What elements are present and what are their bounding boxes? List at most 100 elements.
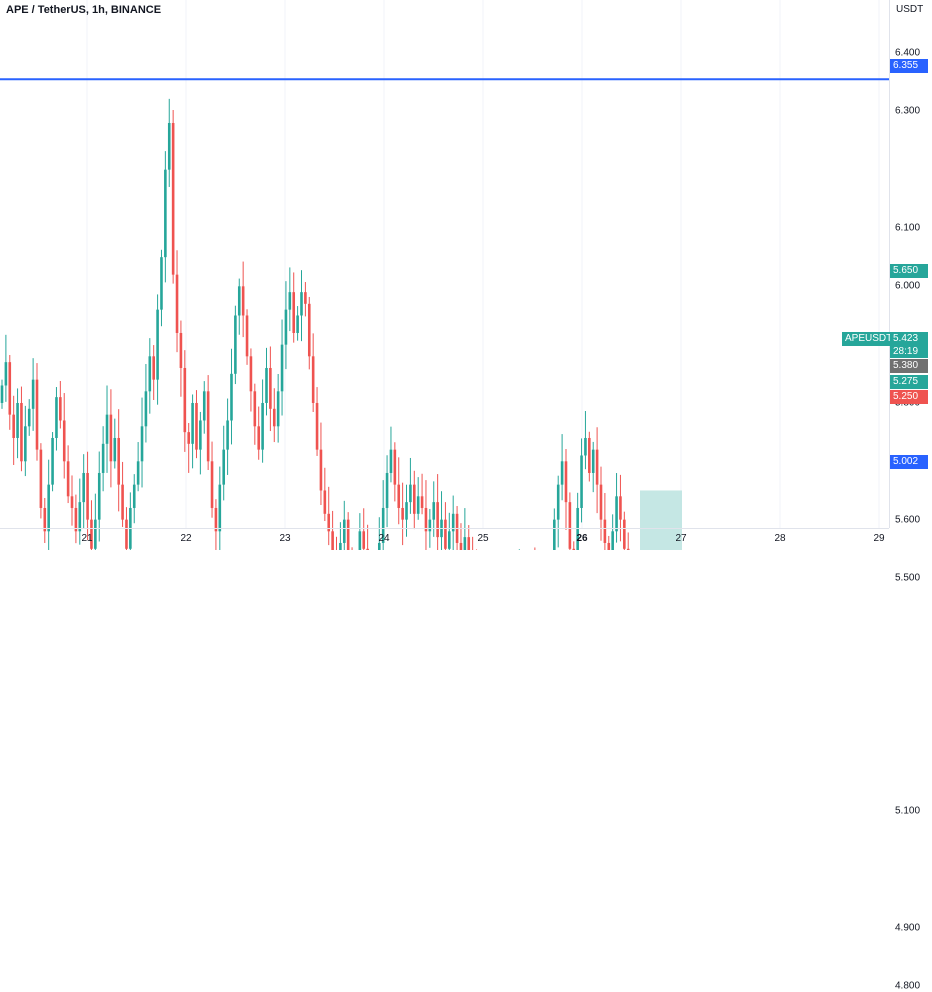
candle-body <box>343 520 346 543</box>
candle-body <box>390 450 393 473</box>
candle-body <box>300 292 303 315</box>
candle-body <box>588 438 591 473</box>
candlestick-chart[interactable] <box>0 0 932 550</box>
price-tick: 5.100 <box>895 806 920 817</box>
candle-body <box>316 403 319 450</box>
candle-body <box>580 455 583 507</box>
candle-body <box>432 502 435 519</box>
candle-body <box>557 485 560 520</box>
resistance-price-label: 6.355 <box>890 59 928 73</box>
candle-body <box>304 292 307 304</box>
entry-price-label: 5.275 <box>890 375 928 389</box>
candle-body <box>397 485 400 508</box>
candle-body <box>436 502 439 537</box>
candle-body <box>113 438 116 461</box>
candle-body <box>386 473 389 508</box>
candle-body <box>600 485 603 520</box>
candle-body <box>324 490 327 513</box>
candle-body <box>125 520 128 549</box>
time-tick: 21 <box>81 533 92 544</box>
candle-body <box>78 502 81 531</box>
candle-body <box>156 310 159 380</box>
candle-body <box>40 450 43 508</box>
candle-body <box>20 403 23 461</box>
candle-body <box>405 502 408 519</box>
candle-body <box>331 531 334 550</box>
candle-body <box>207 391 210 461</box>
candle-body <box>238 286 241 315</box>
candle-body <box>106 415 109 444</box>
candle-body <box>289 292 292 309</box>
candle-body <box>117 438 120 485</box>
candle-body <box>102 444 105 473</box>
candle-body <box>464 537 467 550</box>
candle-body <box>467 537 470 550</box>
candle-body <box>281 345 284 392</box>
candle-body <box>219 485 222 532</box>
candle-body <box>623 520 626 549</box>
price-tick: 4.800 <box>895 981 920 992</box>
time-tick: 22 <box>180 533 191 544</box>
price-tick: 4.900 <box>895 922 920 933</box>
stop-price-label: 5.250 <box>890 390 928 404</box>
symbol-label: APEUSDT <box>842 332 895 346</box>
candle-body <box>312 356 315 403</box>
target-price-label: 5.650 <box>890 264 928 278</box>
time-tick: 25 <box>477 533 488 544</box>
time-tick: 26 <box>576 533 587 544</box>
chart-area[interactable]: APE / TetherUS, 1h, BINANCE USDT 6.5006.… <box>0 0 932 550</box>
candle-body <box>246 315 249 356</box>
candle-body <box>269 368 272 409</box>
candle-body <box>347 520 350 550</box>
candle-body <box>265 368 268 403</box>
candle-body <box>254 391 257 426</box>
candle-body <box>180 333 183 368</box>
candle-body <box>226 420 229 449</box>
support-price-label: 5.002 <box>890 455 928 469</box>
candle-body <box>296 315 299 332</box>
candle-body <box>362 531 365 548</box>
time-tick: 28 <box>774 533 785 544</box>
candle-body <box>160 257 163 309</box>
candle-body <box>59 397 62 420</box>
candle-body <box>141 426 144 461</box>
candle-body <box>137 461 140 484</box>
candle-body <box>222 450 225 485</box>
candle-body <box>409 485 412 502</box>
candle-body <box>94 520 97 549</box>
candle-body <box>553 520 556 550</box>
candle-body <box>187 432 190 444</box>
candle-body <box>47 485 50 532</box>
price-tick: 5.600 <box>895 514 920 525</box>
candle-body <box>242 286 245 315</box>
candle-body <box>569 502 572 549</box>
price-tick: 6.100 <box>895 222 920 233</box>
candle-body <box>359 531 362 550</box>
price-tick: 6.300 <box>895 106 920 117</box>
candle-body <box>292 292 295 333</box>
candle-body <box>67 461 70 496</box>
candle-body <box>619 496 622 519</box>
candle-body <box>308 304 311 356</box>
candle-body <box>98 473 101 520</box>
candle-body <box>448 531 451 548</box>
candle-body <box>12 415 15 438</box>
candle-body <box>604 520 607 543</box>
candle-body <box>421 496 424 508</box>
candle-body <box>133 485 136 508</box>
time-axis-border <box>0 528 889 529</box>
candle-body <box>203 391 206 420</box>
candle-body <box>234 315 237 373</box>
zone-price-label: 5.380 <box>890 359 928 373</box>
candle-body <box>110 415 113 462</box>
time-tick: 27 <box>675 533 686 544</box>
candle-body <box>164 170 167 257</box>
candle-body <box>71 496 74 508</box>
candle-body <box>565 461 568 502</box>
candle-body <box>261 403 264 450</box>
candle-body <box>378 543 381 550</box>
candle-body <box>145 391 148 426</box>
candle-body <box>149 356 152 391</box>
candle-body <box>273 409 276 426</box>
price-tick: 5.500 <box>895 572 920 583</box>
